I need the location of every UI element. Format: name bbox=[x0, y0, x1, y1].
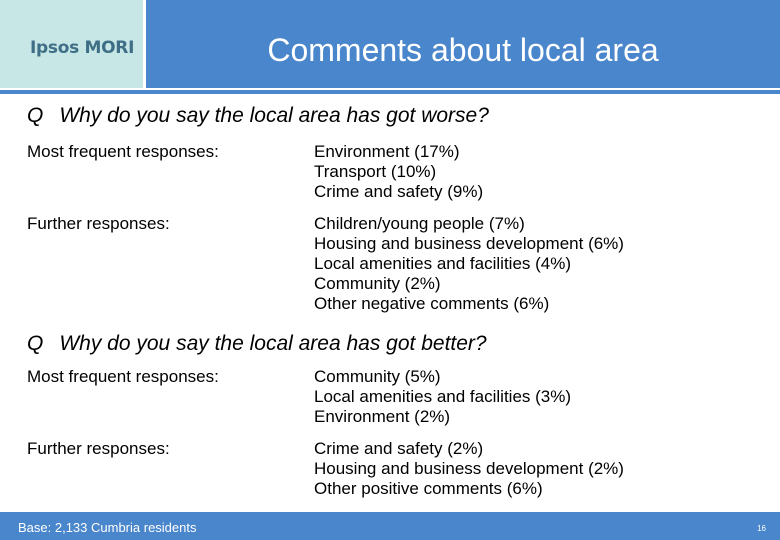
header-divider bbox=[0, 90, 780, 94]
question-better: Q Why do you say the local area has got b… bbox=[27, 332, 487, 356]
header-bar: Comments about local area bbox=[146, 0, 780, 88]
footer-bar: Base: 2,133 Cumbria residents 16 bbox=[0, 512, 780, 540]
most-frequent-list: Environment (17%) Transport (10%) Crime … bbox=[314, 142, 483, 202]
list-item: Crime and safety (9%) bbox=[314, 182, 484, 201]
further-list: Crime and safety (2%) Housing and busine… bbox=[314, 439, 624, 499]
list-item: Children/young people (7%) bbox=[314, 214, 525, 233]
list-item: Other positive comments (6%) bbox=[314, 479, 543, 498]
list-item: Housing and business development (6%) bbox=[314, 234, 624, 253]
list-item: Other negative comments (6%) bbox=[314, 294, 550, 313]
question-text: Why do you say the local area has got wo… bbox=[59, 104, 489, 127]
further-label: Further responses: bbox=[27, 439, 170, 458]
question-text: Why do you say the local area has got be… bbox=[59, 332, 487, 355]
question-marker: Q bbox=[27, 332, 44, 355]
most-frequent-label: Most frequent responses: bbox=[27, 142, 219, 161]
list-item: Community (5%) bbox=[314, 367, 441, 386]
further-label: Further responses: bbox=[27, 214, 170, 233]
logo-panel: Ipsos MORI bbox=[0, 0, 143, 88]
list-item: Local amenities and facilities (3%) bbox=[314, 387, 572, 406]
question-marker: Q bbox=[27, 104, 44, 127]
most-frequent-list: Community (5%) Local amenities and facil… bbox=[314, 367, 571, 427]
list-item: Crime and safety (2%) bbox=[314, 439, 484, 458]
most-frequent-label: Most frequent responses: bbox=[27, 367, 219, 386]
list-item: Environment (17%) bbox=[314, 142, 460, 161]
further-list: Children/young people (7%) Housing and b… bbox=[314, 214, 624, 314]
ipsos-mori-logo: Ipsos MORI bbox=[30, 38, 135, 58]
list-item: Community (2%) bbox=[314, 274, 441, 293]
list-item: Transport (10%) bbox=[314, 162, 437, 181]
list-item: Housing and business development (2%) bbox=[314, 459, 624, 478]
list-item: Environment (2%) bbox=[314, 407, 451, 426]
page-title: Comments about local area bbox=[267, 32, 659, 68]
base-note: Base: 2,133 Cumbria residents bbox=[18, 520, 197, 535]
list-item: Local amenities and facilities (4%) bbox=[314, 254, 572, 273]
question-worse: Q Why do you say the local area has got w… bbox=[27, 104, 489, 128]
page-number: 16 bbox=[757, 524, 766, 533]
